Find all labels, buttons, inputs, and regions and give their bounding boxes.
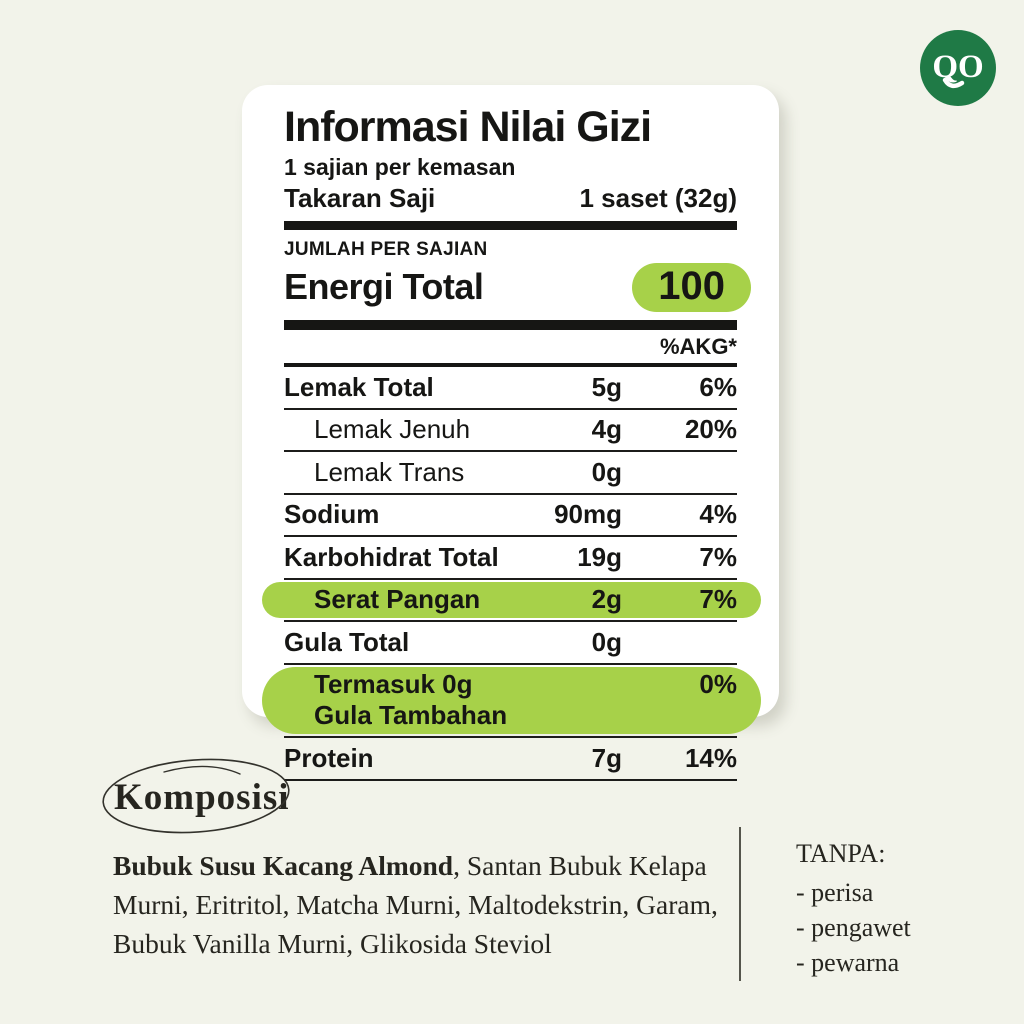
akg-column-header: %AKG* xyxy=(659,334,737,360)
table-row-sodium: Sodium 90mg 4% xyxy=(284,495,737,538)
serving-size-label: Takaran Saji xyxy=(284,183,436,214)
amount-per-serving-label: JUMLAH PER SAJIAN xyxy=(284,239,488,261)
ingredients-lead: Bubuk Susu Kacang Almond xyxy=(113,850,454,881)
nutrition-facts-card: Informasi Nilai Gizi 1 sajian per kemasa… xyxy=(242,85,779,781)
serving-size-value: 1 saset (32g) xyxy=(579,183,737,214)
without-item: - perisa xyxy=(796,878,874,907)
ingredients-rest: , Santan Bubuk Kelapa Murni, Eritritol, … xyxy=(113,850,718,959)
table-row-protein: Protein 7g 14% xyxy=(284,738,737,781)
without-section: TANPA: - perisa - pengawet - pewarna xyxy=(796,836,911,980)
nutrition-table: Lemak Total 5g 6% Lemak Jenuh 4g 20% Lem… xyxy=(262,363,761,781)
nutrition-title: Informasi Nilai Gizi xyxy=(284,103,652,151)
energy-value-badge: 100 xyxy=(632,262,751,312)
without-item: - pewarna xyxy=(796,948,900,977)
brand-logo: QO xyxy=(920,30,996,106)
without-heading: TANPA: xyxy=(796,839,886,868)
table-row-gula-tambahan: Termasuk 0g Gula Tambahan 0% xyxy=(262,665,761,739)
servings-per-pack: 1 sajian per kemasan xyxy=(284,154,516,181)
divider-bar xyxy=(284,320,737,331)
table-row-serat-pangan: Serat Pangan 2g 7% xyxy=(262,580,761,623)
ingredients-text: Bubuk Susu Kacang Almond, Santan Bubuk K… xyxy=(113,846,731,963)
energy-row: Energi Total 100 xyxy=(284,261,751,313)
energy-label: Energi Total xyxy=(284,266,484,308)
composition-heading: Komposisi xyxy=(114,777,290,818)
serving-size-row: Takaran Saji 1 saset (32g) xyxy=(284,183,737,214)
without-item: - pengawet xyxy=(796,913,911,942)
table-row-gula-total: Gula Total 0g xyxy=(284,622,737,665)
divider-bar xyxy=(284,221,737,231)
composition-section: Komposisi xyxy=(102,758,290,834)
table-row-lemak-total: Lemak Total 5g 6% xyxy=(284,367,737,410)
table-row-lemak-trans: Lemak Trans 0g xyxy=(284,452,737,495)
brand-logo-icon: QO xyxy=(920,30,996,106)
brand-logo-text: QO xyxy=(932,49,983,85)
table-row-karbohidrat-total: Karbohidrat Total 19g 7% xyxy=(284,537,737,580)
vertical-divider xyxy=(739,827,741,981)
table-row-lemak-jenuh: Lemak Jenuh 4g 20% xyxy=(284,410,737,453)
